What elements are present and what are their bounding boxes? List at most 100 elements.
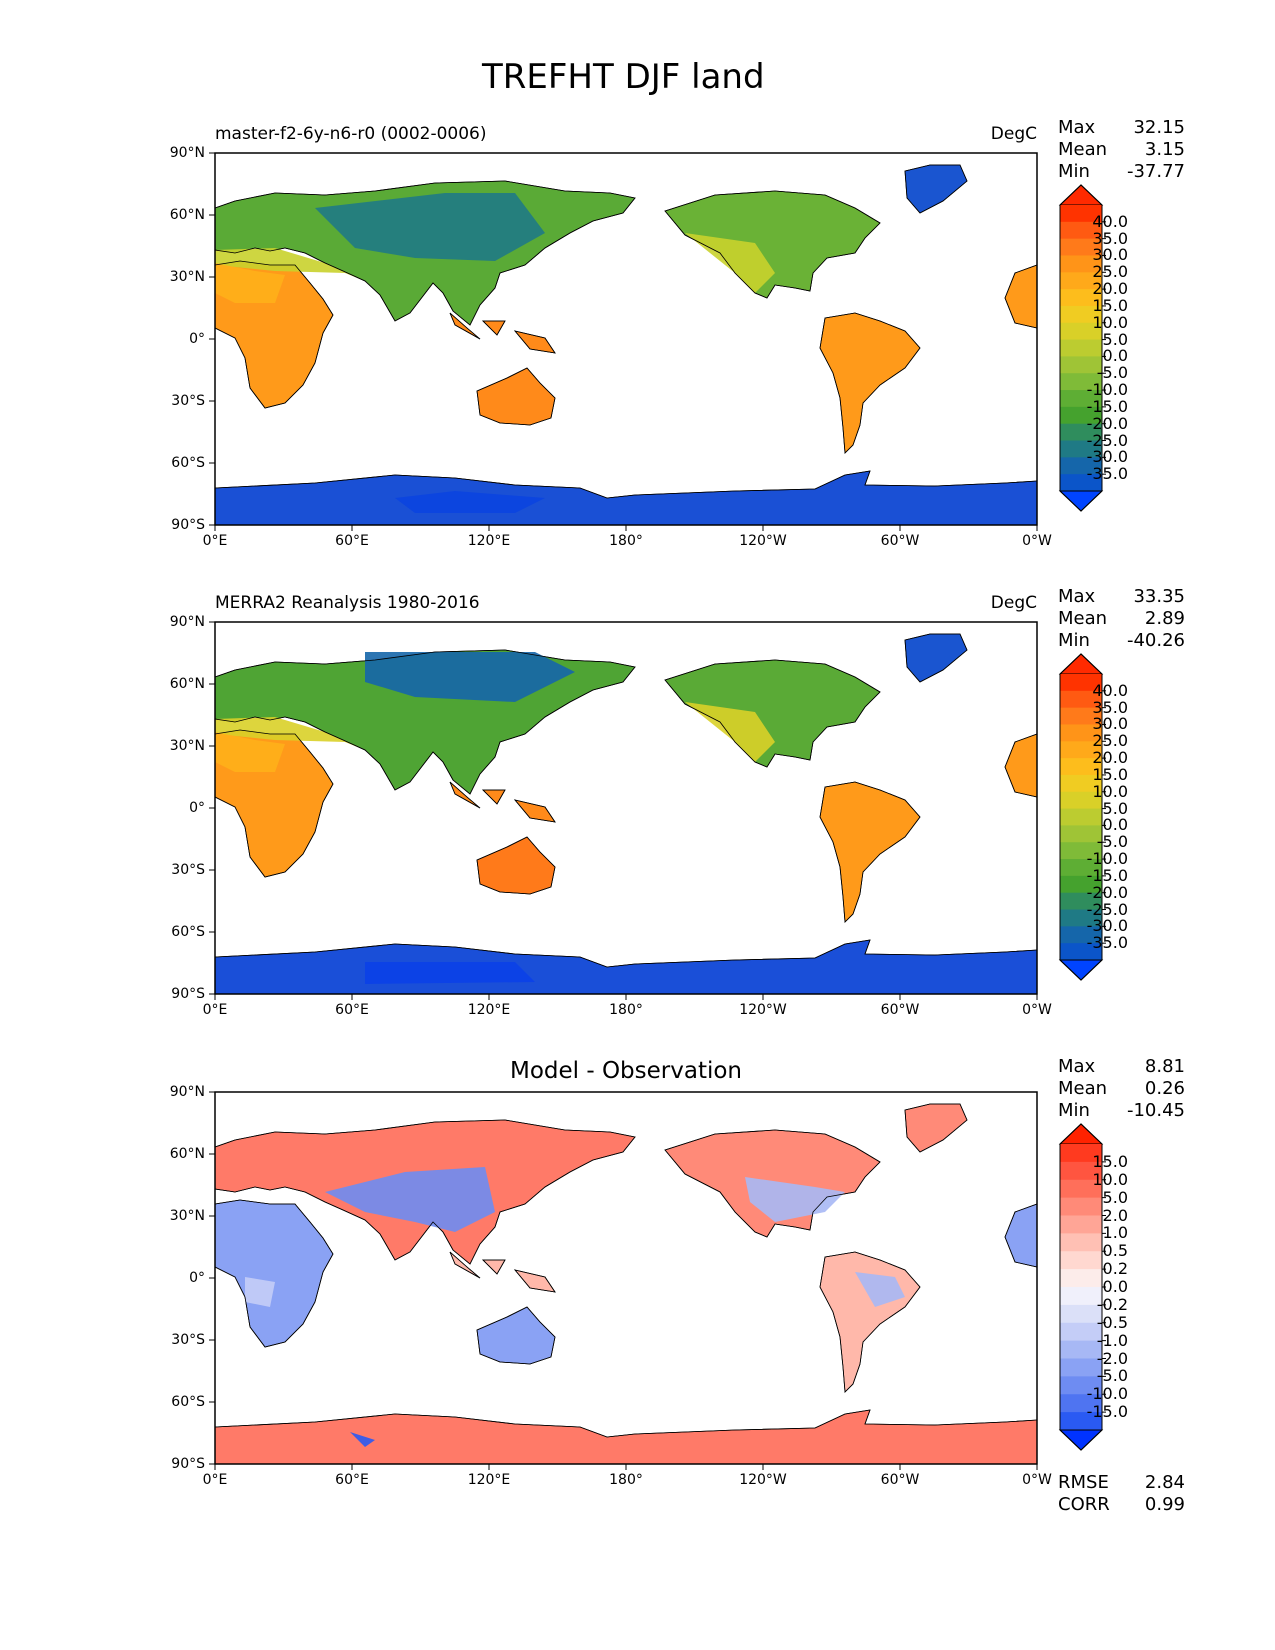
field-patch: [215, 248, 365, 281]
field-patch: [365, 652, 575, 702]
colorbar-segment: [1060, 926, 1102, 944]
colorbar-diff: [1058, 1123, 1106, 1451]
coastline-africa: [214, 1199, 334, 1348]
colorbar-outline: [1059, 1123, 1103, 1451]
colorbar-segment: [1060, 1304, 1102, 1324]
colorbar-segment: [1060, 1251, 1102, 1270]
colorbar-segment: [1060, 289, 1102, 307]
lat-tick-label: 30°S: [171, 1332, 205, 1348]
colorbar-segment: [1060, 1144, 1102, 1163]
colorbar-segment: [1060, 305, 1102, 324]
colorbar-label: 10.0: [1092, 312, 1128, 332]
stat-label-min: Min: [1058, 1100, 1090, 1121]
lon-tick-label: 0°W: [1022, 1472, 1052, 1488]
colorbar-segment: [1060, 255, 1102, 273]
lat-tick-label: 0°: [189, 331, 205, 347]
lon-tick-label: 60°E: [335, 1472, 369, 1488]
colorbar-outline: [1059, 184, 1103, 512]
colorbar-label: 30.0: [1092, 714, 1128, 734]
field-patch: [215, 732, 285, 772]
colorbar-label: -10.0: [1086, 380, 1128, 400]
lat-tick-label: 30°S: [171, 393, 205, 409]
colorbar-segment: [1060, 875, 1102, 894]
lon-tick-label: 120°E: [467, 1002, 511, 1018]
colorbar-label: 5.0: [1102, 798, 1128, 818]
stat-value-max: 8.81: [1144, 1056, 1185, 1077]
colorbar-label: -10.0: [1086, 849, 1128, 869]
field-patch: [685, 233, 775, 293]
lon-tick-label: 0°W: [1022, 533, 1052, 549]
colorbar-segment: [1060, 1394, 1102, 1413]
field-patch: [215, 263, 285, 303]
lon-tick-label: 180°: [609, 1002, 643, 1018]
lat-tick-label: 30°N: [169, 738, 205, 754]
lon-tick-label: 60°W: [880, 1472, 920, 1488]
colorbar-label: 2.0: [1102, 1205, 1128, 1225]
lon-tick-label: 60°W: [880, 533, 920, 549]
stat-value-max: 32.15: [1133, 117, 1185, 138]
coastline-greenland: [904, 633, 968, 683]
lat-tick-label: 90°S: [171, 986, 205, 1002]
lon-tick-label: 120°E: [467, 533, 511, 549]
stat-label-max: Max: [1058, 117, 1096, 138]
map-obs: [214, 621, 1038, 995]
colorbar-label: 20.0: [1092, 279, 1128, 299]
lat-tick-label: 90°S: [171, 1456, 205, 1472]
stat-value-min: -10.45: [1126, 1100, 1185, 1121]
colorbar-segment: [1060, 774, 1102, 793]
colorbar-segment: [1060, 859, 1102, 877]
colorbar-segment: [1060, 1269, 1102, 1288]
colorbar-label: 0.5: [1102, 1241, 1128, 1261]
colorbar-segment: [1060, 1412, 1102, 1431]
corr-label: CORR: [1058, 1494, 1110, 1515]
stat-label-max: Max: [1058, 1056, 1096, 1077]
lat-tick-label: 60°N: [169, 676, 205, 692]
lat-tick-label: 30°N: [169, 269, 205, 285]
colorbar-segment: [1060, 724, 1102, 742]
lon-tick-label: 0°E: [202, 1002, 228, 1018]
colorbar-label: -1.0: [1096, 1330, 1128, 1350]
colorbar-label: 40.0: [1092, 211, 1128, 231]
colorbar-label: 10.0: [1092, 781, 1128, 801]
colorbar-segment: [1060, 406, 1102, 425]
coastline-samerica: [819, 312, 921, 454]
lon-tick-label: 180°: [609, 533, 643, 549]
lon-tick-label: 0°W: [1022, 1002, 1052, 1018]
coastline-eurasia: [214, 1119, 636, 1265]
colorbar-label: -10.0: [1086, 1384, 1128, 1404]
lon-tick-label: 120°W: [739, 1002, 787, 1018]
colorbar-segment: [1060, 909, 1102, 927]
field-patch: [855, 1272, 905, 1307]
colorbar-label: 15.0: [1092, 295, 1128, 315]
colorbar-segment: [1060, 356, 1102, 374]
coastline-africa: [214, 729, 334, 878]
colorbar-label: 5.0: [1102, 1187, 1128, 1207]
colorbar-label: -30.0: [1086, 447, 1128, 467]
coastline-australia: [476, 1306, 556, 1365]
stat-label-max: Max: [1058, 586, 1096, 607]
colorbar-label: 35.0: [1092, 697, 1128, 717]
colorbar-label: 40.0: [1092, 680, 1128, 700]
colorbar-segment: [1060, 1376, 1102, 1395]
colorbar-label: -0.2: [1096, 1294, 1128, 1314]
coastline-samerica: [819, 1251, 921, 1393]
field-patch: [245, 1277, 275, 1307]
coastline-eurasia: [214, 649, 636, 795]
colorbar-segment: [1060, 238, 1102, 256]
lon-tick-label: 120°E: [467, 1472, 511, 1488]
panel-units: DegC: [990, 593, 1037, 613]
lat-tick-label: 30°N: [169, 1208, 205, 1224]
lon-tick-label: 0°E: [202, 1472, 228, 1488]
colorbar-label: 15.0: [1092, 1151, 1128, 1171]
colorbar-label: 20.0: [1092, 748, 1128, 768]
colorbar-segment: [1060, 1197, 1102, 1216]
colorbar-segment: [1060, 943, 1102, 961]
field-patch: [395, 491, 545, 513]
colorbar-segment: [1060, 423, 1102, 442]
coastline-greenland: [904, 1103, 968, 1153]
colorbar-label: -20.0: [1086, 413, 1128, 433]
colorbar-label: -5.0: [1096, 1366, 1128, 1386]
colorbar-segment: [1060, 1161, 1102, 1181]
colorbar-label: -30.0: [1086, 916, 1128, 936]
colorbar-segment: [1060, 272, 1102, 290]
